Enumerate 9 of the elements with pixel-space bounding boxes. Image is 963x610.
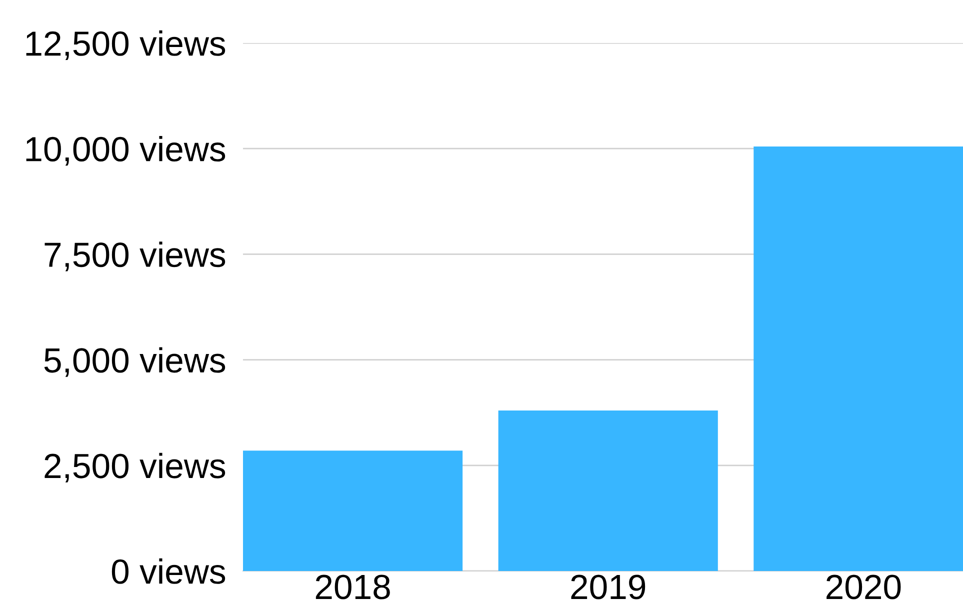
- y-tick-label: 0 views: [112, 558, 226, 584]
- y-tick-label: 7,500 views: [44, 242, 226, 272]
- x-tick-label: 2018: [316, 574, 390, 600]
- y-tick-label: 10,000 views: [26, 136, 226, 166]
- x-tick-label: 2020: [826, 574, 901, 600]
- y-tick-label: 12,500 views: [26, 30, 226, 60]
- y-tick-label: 5,000 views: [44, 347, 226, 377]
- x-tick-label: 2019: [571, 574, 646, 600]
- y-tick-label: 2,500 views: [44, 452, 226, 482]
